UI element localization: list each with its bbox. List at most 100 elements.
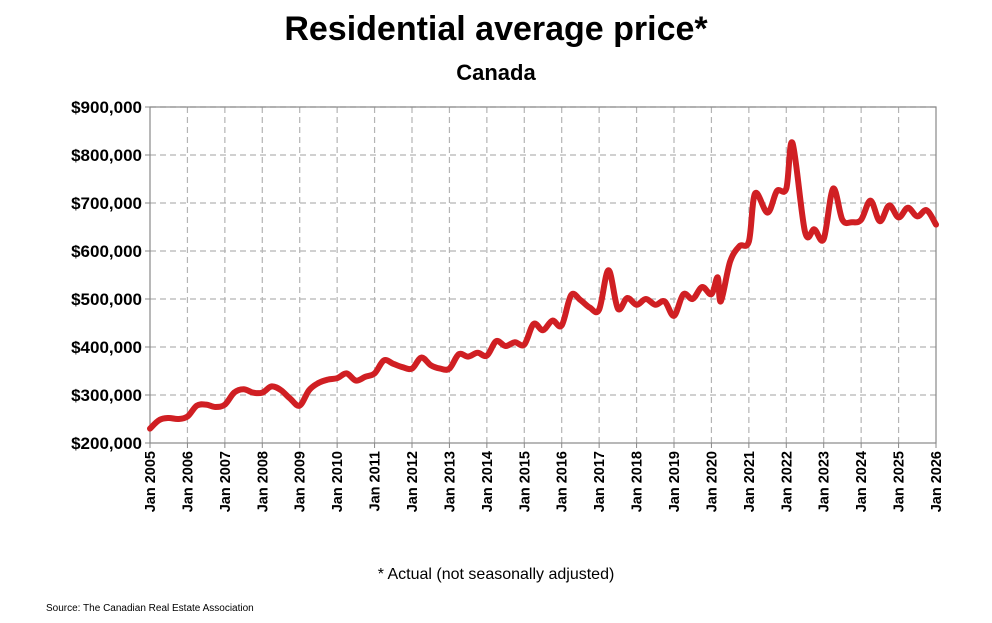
data-point bbox=[607, 269, 610, 272]
data-point bbox=[832, 187, 834, 190]
data-point bbox=[813, 228, 816, 231]
x-tick-label: Jan 2008 bbox=[255, 451, 271, 512]
data-point bbox=[869, 199, 872, 202]
data-point bbox=[860, 219, 862, 221]
series-group bbox=[147, 139, 939, 432]
x-tick-label: Jan 2007 bbox=[218, 451, 234, 512]
data-point bbox=[280, 389, 282, 392]
data-point bbox=[560, 324, 563, 327]
data-point bbox=[682, 293, 685, 296]
y-axis-ticks: $200,000 $300,000 $400,000 $500,000 $600,000… bbox=[71, 98, 142, 453]
data-point bbox=[654, 304, 657, 306]
data-point bbox=[804, 231, 806, 233]
data-point bbox=[645, 298, 647, 300]
data-point bbox=[495, 340, 498, 343]
x-tick-label: Jan 2006 bbox=[180, 451, 196, 512]
x-tick-label: Jan 2005 bbox=[143, 451, 159, 512]
grid-lines bbox=[150, 106, 936, 443]
data-point bbox=[242, 388, 245, 391]
data-point bbox=[205, 403, 207, 406]
data-point bbox=[598, 308, 600, 311]
data-point bbox=[720, 300, 722, 303]
x-tick-label: Jan 2022 bbox=[779, 451, 795, 512]
data-point bbox=[701, 286, 703, 288]
data-point bbox=[626, 297, 628, 299]
data-point bbox=[663, 300, 666, 303]
plot-frame bbox=[149, 106, 937, 444]
x-tick-label: Jan 2014 bbox=[480, 451, 496, 512]
data-point bbox=[373, 372, 376, 375]
x-tick-label: Jan 2025 bbox=[892, 451, 908, 512]
data-point bbox=[308, 389, 310, 392]
data-point bbox=[691, 298, 694, 300]
data-point bbox=[411, 367, 413, 370]
y-tick-label: $600,000 bbox=[71, 242, 142, 261]
data-point bbox=[879, 220, 881, 222]
data-point bbox=[925, 209, 928, 211]
x-tick-label: Jan 2013 bbox=[442, 451, 458, 512]
data-point bbox=[224, 403, 226, 406]
y-tick-label: $200,000 bbox=[71, 434, 142, 453]
data-point bbox=[570, 294, 572, 297]
data-point bbox=[298, 404, 301, 407]
data-point bbox=[766, 211, 769, 214]
data-point bbox=[261, 391, 264, 394]
y-tick-label: $400,000 bbox=[71, 338, 142, 357]
x-tick-label: Jan 2011 bbox=[368, 451, 384, 511]
y-tick-label: $800,000 bbox=[71, 146, 142, 165]
data-point bbox=[364, 376, 367, 378]
data-point bbox=[579, 299, 582, 301]
x-tick-label: Jan 2009 bbox=[293, 451, 309, 512]
data-point bbox=[589, 306, 591, 309]
data-point bbox=[177, 418, 179, 420]
data-point bbox=[458, 353, 460, 356]
x-tick-label: Jan 2026 bbox=[929, 451, 945, 512]
source-note: Source: The Canadian Real Estate Associa… bbox=[46, 603, 254, 614]
data-point bbox=[486, 354, 488, 357]
y-tick-label: $700,000 bbox=[71, 194, 142, 213]
data-point bbox=[822, 238, 825, 240]
series-line-0 bbox=[147, 139, 939, 432]
data-point bbox=[186, 415, 189, 418]
y-tick-label: $900,000 bbox=[71, 98, 142, 117]
data-point bbox=[907, 207, 909, 209]
data-point bbox=[710, 293, 713, 296]
data-point bbox=[476, 352, 479, 354]
data-point bbox=[401, 366, 404, 369]
data-point bbox=[888, 204, 890, 207]
data-point bbox=[851, 221, 853, 223]
data-point bbox=[383, 359, 385, 362]
data-point bbox=[392, 363, 395, 365]
x-tick-label: Jan 2010 bbox=[330, 451, 346, 512]
x-tick-label: Jan 2017 bbox=[592, 451, 608, 512]
data-point bbox=[841, 219, 844, 221]
x-tick-label: Jan 2015 bbox=[517, 451, 533, 512]
data-point bbox=[214, 406, 217, 408]
data-point bbox=[542, 329, 544, 332]
data-point bbox=[270, 385, 273, 388]
data-point bbox=[327, 378, 329, 381]
x-tick-label: Jan 2012 bbox=[405, 451, 421, 512]
data-point bbox=[738, 245, 741, 247]
data-point bbox=[355, 379, 357, 382]
chart-subtitle: Canada bbox=[456, 60, 536, 85]
data-point bbox=[149, 427, 151, 430]
x-tick-label: Jan 2016 bbox=[555, 451, 571, 512]
data-point bbox=[935, 223, 937, 226]
data-point bbox=[289, 398, 292, 400]
data-point bbox=[532, 323, 535, 325]
data-point bbox=[196, 404, 198, 407]
data-point bbox=[673, 315, 675, 317]
data-point bbox=[551, 319, 554, 322]
data-point bbox=[791, 142, 794, 144]
x-tick-label: Jan 2021 bbox=[742, 451, 758, 512]
footnote: * Actual (not seasonally adjusted) bbox=[377, 566, 615, 583]
data-point bbox=[635, 304, 638, 306]
x-axis-ticks: Jan 2005 Jan 2006 Jan 2007 Jan 2008 Jan 2009… bbox=[143, 451, 945, 512]
data-point bbox=[514, 341, 516, 344]
data-point bbox=[754, 192, 756, 195]
x-tick-label: Jan 2018 bbox=[630, 451, 646, 512]
data-point bbox=[233, 391, 235, 394]
data-point bbox=[729, 260, 731, 263]
